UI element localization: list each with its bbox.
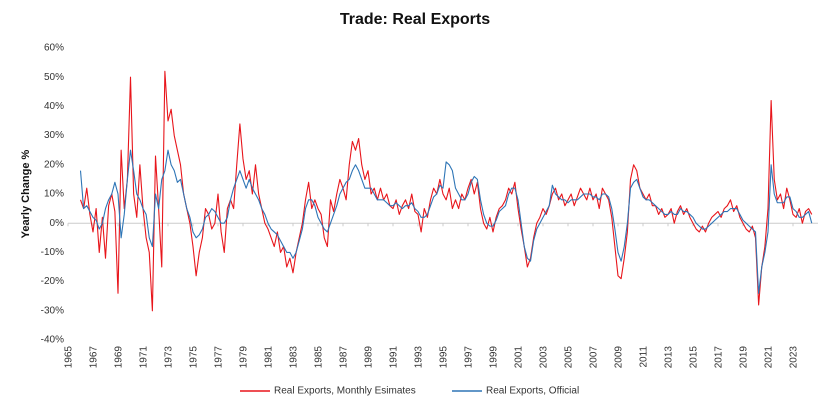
legend-label: Real Exports, Official — [486, 386, 579, 397]
y-tick-label: 50% — [44, 72, 64, 83]
y-tick-label: 0% — [50, 218, 65, 229]
y-tick-label: -10% — [41, 247, 64, 258]
legend-label: Real Exports, Monthly Esimates — [274, 386, 416, 397]
x-tick-label: 2013 — [664, 346, 675, 369]
y-tick-label: 60% — [44, 43, 64, 54]
x-tick-label: 1981 — [264, 346, 275, 369]
x-tick-label: 1969 — [114, 346, 125, 369]
x-tick-label: 2005 — [564, 346, 575, 369]
x-tick-label: 1985 — [314, 346, 325, 369]
x-tick-label: 2001 — [514, 346, 525, 369]
y-tick-label: 30% — [44, 130, 64, 141]
x-tick-label: 2011 — [639, 346, 650, 368]
x-tick-label: 2023 — [789, 346, 800, 369]
x-tick-label: 1997 — [464, 346, 475, 369]
x-tick-label: 2009 — [614, 346, 625, 369]
x-tick-label: 1995 — [439, 346, 450, 369]
y-tick-label: 40% — [44, 101, 64, 112]
y-tick-label: -20% — [41, 276, 64, 287]
series-line — [79, 149, 813, 294]
chart-title: Trade: Real Exports — [340, 11, 490, 28]
x-tick-label: 1973 — [164, 346, 175, 369]
x-tick-label: 1971 — [139, 346, 150, 369]
y-tick-label: 10% — [44, 189, 64, 200]
x-tick-label: 2017 — [714, 346, 725, 369]
x-tick-label: 2021 — [764, 346, 775, 369]
x-tick-label: 1993 — [414, 346, 425, 369]
x-tick-label: 2015 — [689, 346, 700, 369]
x-tick-label: 2003 — [539, 346, 550, 369]
x-tick-label: 1989 — [364, 346, 375, 369]
series-line — [79, 70, 813, 312]
x-tick-label: 1979 — [239, 346, 250, 369]
x-tick-label: 1987 — [339, 346, 350, 369]
x-tick-label: 1965 — [64, 346, 75, 369]
y-tick-label: 20% — [44, 159, 64, 170]
x-tick-label: 1975 — [189, 346, 200, 369]
y-tick-label: -30% — [41, 305, 64, 316]
y-tick-label: -40% — [41, 335, 64, 346]
y-axis-label: Yearly Change % — [20, 149, 32, 238]
x-tick-label: 2007 — [589, 346, 600, 369]
x-tick-label: 1991 — [389, 346, 400, 369]
x-tick-label: 1983 — [289, 346, 300, 369]
x-tick-label: 1977 — [214, 346, 225, 369]
x-tick-label: 1999 — [489, 346, 500, 369]
x-tick-label: 2019 — [739, 346, 750, 369]
x-tick-label: 1967 — [89, 346, 100, 369]
